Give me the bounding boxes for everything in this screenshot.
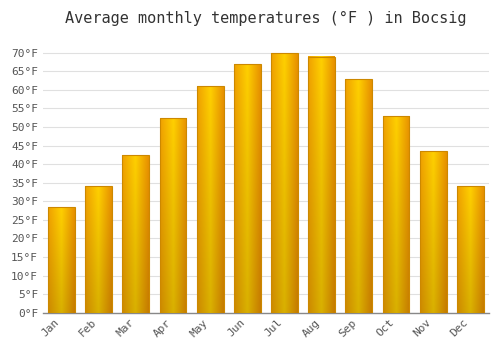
Bar	[382, 116, 409, 313]
Bar	[271, 53, 298, 313]
Bar	[308, 56, 335, 313]
Bar	[346, 79, 372, 313]
Bar	[457, 187, 483, 313]
Bar	[48, 207, 75, 313]
Bar	[197, 86, 224, 313]
Bar	[234, 64, 260, 313]
Bar	[420, 151, 446, 313]
Bar	[86, 187, 112, 313]
Title: Average monthly temperatures (°F ) in Bocsig: Average monthly temperatures (°F ) in Bo…	[65, 11, 466, 26]
Bar	[122, 155, 149, 313]
Bar	[160, 118, 186, 313]
